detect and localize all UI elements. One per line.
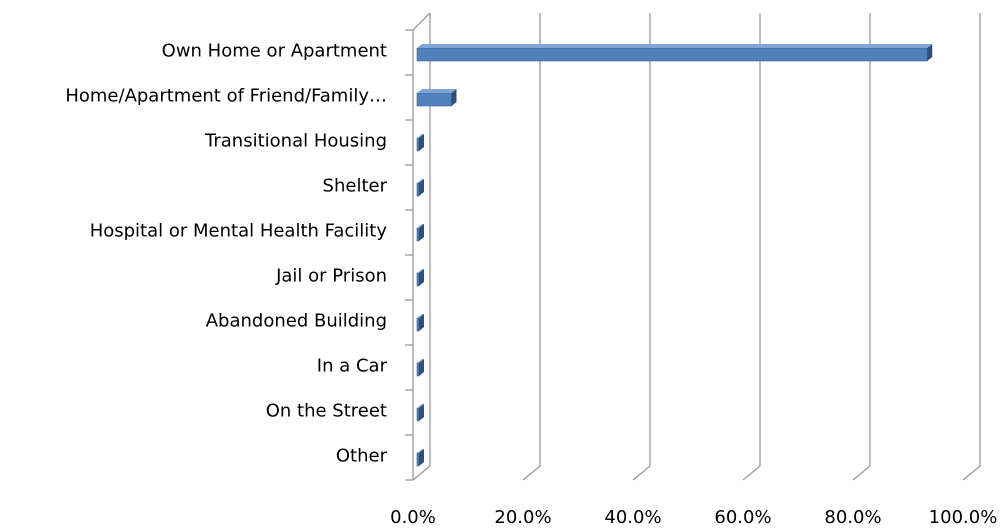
x-tick-label: 100.0% <box>929 507 998 528</box>
grid-line <box>522 13 541 481</box>
bar <box>416 404 424 422</box>
y-tick-label: Own Home or Apartment <box>162 41 387 62</box>
y-tick-label: Transitional Housing <box>204 131 387 152</box>
y-tick-label: Abandoned Building <box>206 311 387 332</box>
y-tick-label: In a Car <box>317 356 388 377</box>
x-tick-label: 0.0% <box>390 507 436 528</box>
y-tick-label: Home/Apartment of Friend/Family… <box>65 86 387 107</box>
bar <box>416 134 424 152</box>
bar <box>416 224 424 242</box>
y-tick-label: Hospital or Mental Health Facility <box>90 221 388 242</box>
y-tick-label: Shelter <box>323 176 388 197</box>
bar <box>416 89 457 107</box>
bar <box>416 314 424 332</box>
grid-line <box>852 13 871 481</box>
y-tick-label: On the Street <box>266 401 387 422</box>
y-tick-label: Other <box>336 446 388 467</box>
y-tick-label: Jail or Prison <box>275 266 387 287</box>
grid-line <box>962 13 981 481</box>
x-tick-label: 80.0% <box>824 507 881 528</box>
bar <box>416 449 424 467</box>
x-tick-label: 40.0% <box>604 507 661 528</box>
grid-line <box>412 13 431 481</box>
bar <box>416 44 933 62</box>
bar <box>416 179 424 197</box>
bar <box>416 269 424 287</box>
grid-line <box>742 13 761 481</box>
x-tick-label: 60.0% <box>714 507 771 528</box>
bar <box>416 359 424 377</box>
x-tick-label: 20.0% <box>494 507 551 528</box>
grid-line <box>632 13 651 481</box>
